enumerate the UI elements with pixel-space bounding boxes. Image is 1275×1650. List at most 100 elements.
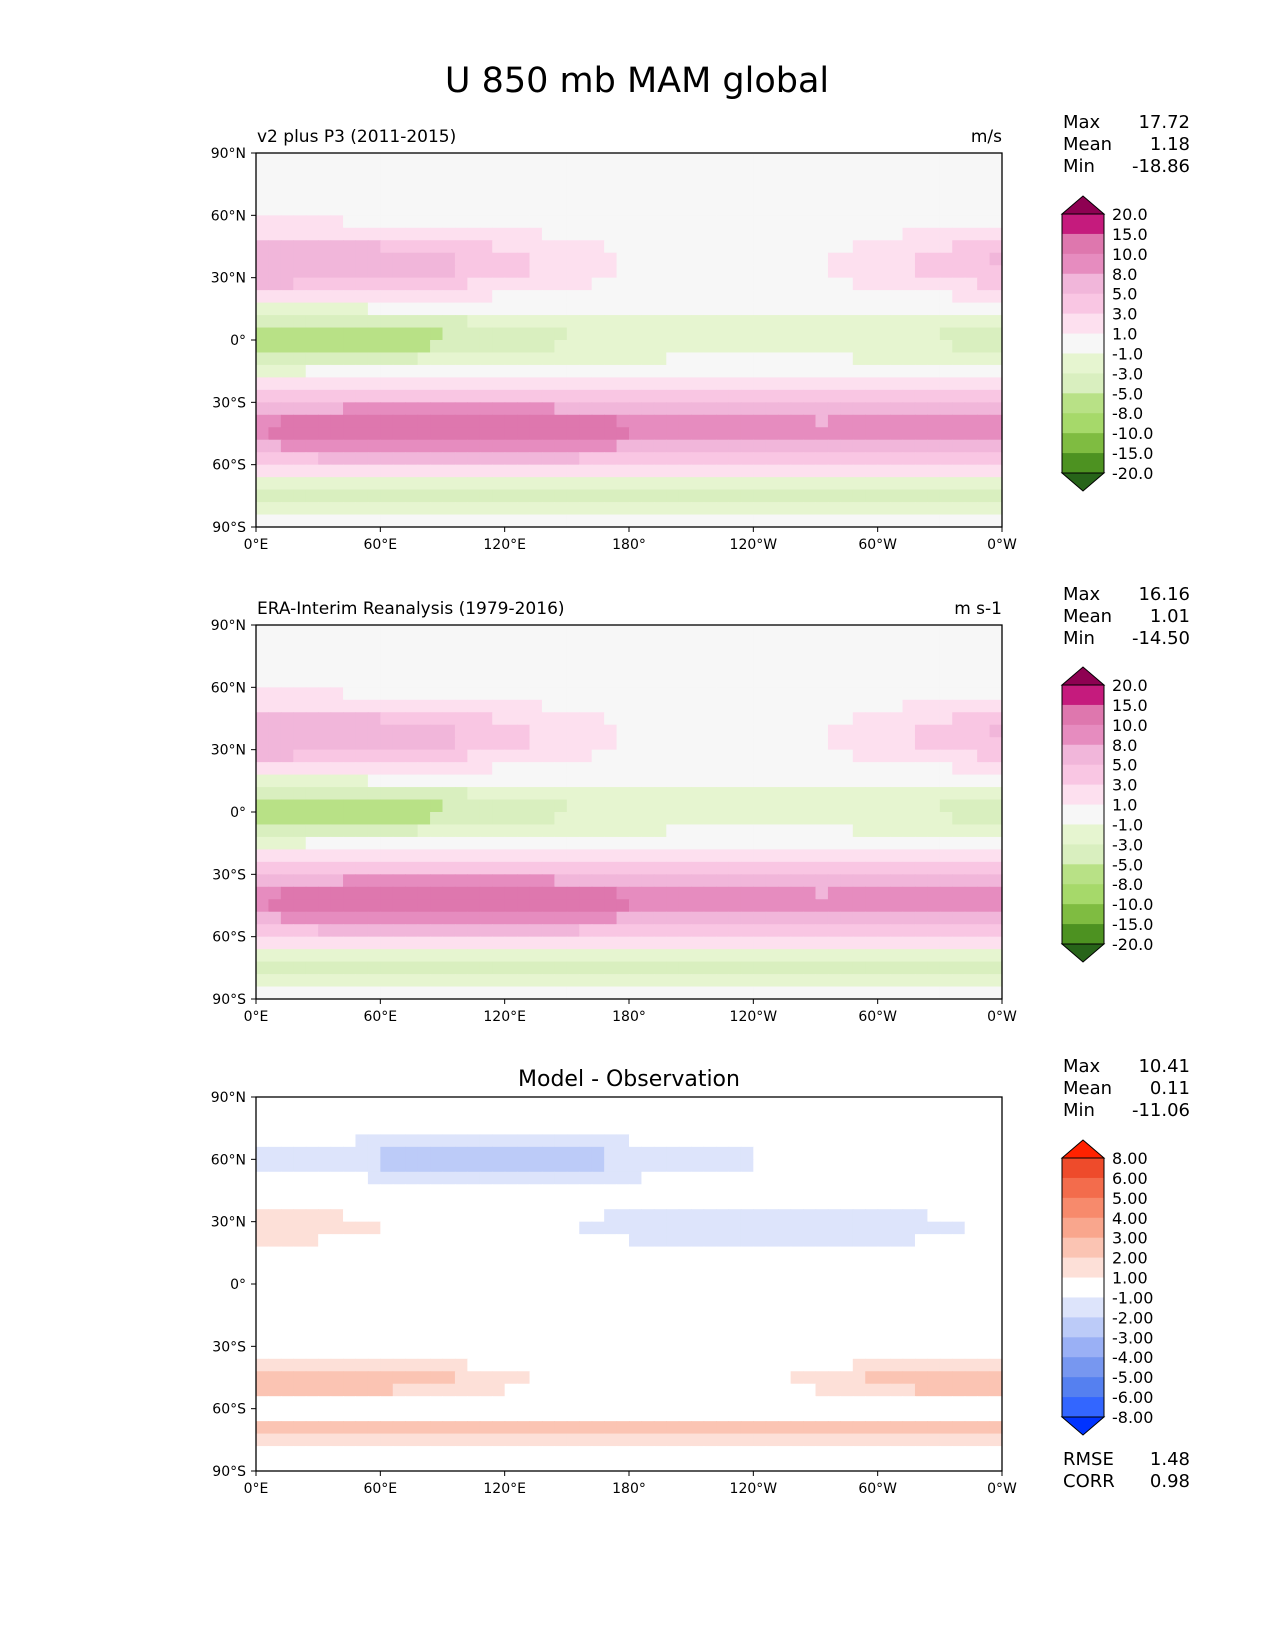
field-cell xyxy=(877,277,891,291)
field-cell xyxy=(890,849,904,863)
field-cell xyxy=(517,849,531,863)
field-cell xyxy=(293,1246,307,1260)
field-cell xyxy=(815,1221,829,1235)
field-cell xyxy=(566,712,580,726)
field-cell xyxy=(877,774,891,788)
field-cell xyxy=(529,749,543,763)
field-cell xyxy=(256,414,270,428)
field-cell xyxy=(716,812,730,826)
field-cell xyxy=(653,265,667,279)
field-cell xyxy=(591,190,605,204)
field-cell xyxy=(305,240,319,254)
field-cell xyxy=(504,1284,518,1298)
field-cell xyxy=(716,514,730,528)
field-cell xyxy=(964,277,978,291)
field-cell xyxy=(479,452,493,466)
field-cell xyxy=(653,252,667,266)
field-cell xyxy=(691,489,705,503)
field-cell xyxy=(977,514,991,528)
field-cell xyxy=(268,327,282,341)
field-cell xyxy=(753,849,767,863)
field-cell xyxy=(964,899,978,913)
field-cell xyxy=(840,153,854,167)
field-cell xyxy=(740,1221,754,1235)
field-cell xyxy=(728,377,742,391)
field-cell xyxy=(703,340,717,354)
colorbar-label: 1.0 xyxy=(1112,796,1137,815)
field-cell xyxy=(803,849,817,863)
field-cell xyxy=(405,1146,419,1160)
field-cell xyxy=(914,1346,928,1360)
field-cell xyxy=(716,177,730,191)
field-cell xyxy=(852,1346,866,1360)
field-cell xyxy=(591,936,605,950)
field-cell xyxy=(840,1184,854,1198)
field-cell xyxy=(641,924,655,938)
field-cell xyxy=(653,514,667,528)
field-cell xyxy=(355,1346,369,1360)
field-cell xyxy=(579,1221,593,1235)
field-cell xyxy=(927,439,941,453)
field-cell xyxy=(890,290,904,304)
field-cell xyxy=(753,911,767,925)
field-cell xyxy=(305,177,319,191)
field-cell xyxy=(716,190,730,204)
field-cell xyxy=(914,724,928,738)
field-cell xyxy=(927,1146,941,1160)
field-cell xyxy=(256,812,270,826)
field-cell xyxy=(591,824,605,838)
field-cell xyxy=(765,737,779,751)
field-cell xyxy=(753,1121,767,1135)
field-map xyxy=(256,625,1003,1000)
field-cell xyxy=(939,1146,953,1160)
field-cell xyxy=(256,1333,270,1347)
field-cell xyxy=(343,265,357,279)
field-cell xyxy=(417,724,431,738)
field-cell xyxy=(877,177,891,191)
field-cell xyxy=(840,1284,854,1298)
field-cell xyxy=(815,352,829,366)
field-cell xyxy=(815,1296,829,1310)
field-cell xyxy=(492,949,506,963)
field-cell xyxy=(728,1209,742,1223)
field-cell xyxy=(554,327,568,341)
field-cell xyxy=(442,177,456,191)
field-cell xyxy=(467,202,481,216)
field-cell xyxy=(591,389,605,403)
field-cell xyxy=(952,1109,966,1123)
field-cell xyxy=(877,452,891,466)
field-cell xyxy=(616,1321,630,1335)
field-cell xyxy=(305,464,319,478)
field-cell xyxy=(268,315,282,329)
field-cell xyxy=(778,749,792,763)
field-cell xyxy=(890,427,904,441)
field-cell xyxy=(256,799,270,813)
field-cell xyxy=(392,489,406,503)
field-cell xyxy=(753,1097,767,1111)
field-cell xyxy=(703,1246,717,1260)
field-cell xyxy=(803,787,817,801)
field-cell xyxy=(653,340,667,354)
field-cell xyxy=(765,724,779,738)
field-cell xyxy=(840,327,854,341)
field-cell xyxy=(430,849,444,863)
field-cell xyxy=(827,215,841,229)
field-cell xyxy=(280,861,294,875)
field-cell xyxy=(392,911,406,925)
field-cell xyxy=(703,712,717,726)
field-cell xyxy=(653,762,667,776)
field-cell xyxy=(666,1171,680,1185)
field-cell xyxy=(740,439,754,453)
field-cell xyxy=(256,924,270,938)
field-cell xyxy=(827,1284,841,1298)
field-cell xyxy=(517,227,531,241)
field-cell xyxy=(293,699,307,713)
field-cell xyxy=(579,502,593,516)
field-cell xyxy=(467,1284,481,1298)
field-cell xyxy=(380,1097,394,1111)
field-cell xyxy=(877,477,891,491)
field-cell xyxy=(927,649,941,663)
field-cell xyxy=(952,452,966,466)
field-cell xyxy=(492,315,506,329)
field-cell xyxy=(877,687,891,701)
